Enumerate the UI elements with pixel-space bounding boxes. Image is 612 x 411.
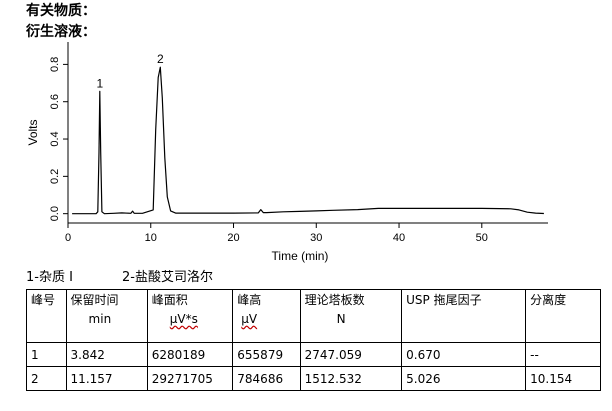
cell-retention-time: 11.157 [65, 366, 148, 391]
header-retention-time: 保留时间 min [65, 289, 148, 343]
cell-peak-no: 1 [26, 342, 67, 367]
header-peak-height: 峰高 μV [232, 289, 301, 343]
cell-resolution: -- [525, 342, 601, 367]
chromatogram-trace [72, 66, 544, 215]
cell-peak-height: 655879 [232, 342, 301, 367]
y-tick-label: 0.8 [49, 57, 61, 72]
results-table: 峰号 保留时间 min 峰面积 μV*s 峰高 μV 理论塔板数 N USP 拖尾因子 … [26, 289, 601, 391]
x-tick-label: 0 [65, 232, 71, 244]
y-tick-label: 0.4 [49, 131, 61, 146]
x-tick-label: 20 [227, 232, 239, 244]
x-tick-label: 40 [393, 232, 405, 244]
chromatogram-chart: 0 10 20 30 40 50 0.0 0.2 0.4 0.6 0.8 Time (min) Volt… [26, 42, 548, 263]
cell-peak-area: 6280189 [146, 342, 234, 367]
section-heading-related-substances: 有关物质： [26, 3, 96, 19]
x-tick-label: 10 [145, 232, 157, 244]
cell-theoretical-plates: 1512.532 [299, 366, 403, 391]
header-usp-tailing: USP 拖尾因子 [401, 289, 527, 343]
header-theoretical-plates: 理论塔板数 N [299, 289, 403, 343]
cell-peak-height: 784686 [232, 366, 301, 391]
peak-legend-1: 1-杂质 I [26, 270, 73, 285]
cell-retention-time: 3.842 [65, 342, 148, 367]
cell-usp-tailing: 5.026 [401, 366, 527, 391]
cell-peak-no: 2 [26, 366, 67, 391]
section-heading-derivative-solution: 衍生溶液： [26, 24, 96, 40]
peak-annotation: 1 [96, 76, 103, 90]
y-tick-label: 0.2 [49, 169, 61, 184]
cell-usp-tailing: 0.670 [401, 342, 527, 367]
peak-legend-2: 2-盐酸艾司洛尔 [122, 270, 213, 285]
table-row: 2 11.157 29271705 784686 1512.532 5.026 … [26, 366, 601, 391]
cell-resolution: 10.154 [525, 366, 601, 391]
table-row: 1 3.842 6280189 655879 2747.059 0.670 -- [26, 342, 601, 367]
peak-annotation: 2 [157, 52, 164, 66]
header-peak-area: 峰面积 μV*s [146, 289, 234, 343]
header-peak-no: 峰号 [26, 289, 67, 343]
x-axis-label: Time (min) [272, 249, 329, 263]
y-tick-label: 0.0 [49, 206, 61, 221]
x-tick-label: 30 [310, 232, 322, 244]
header-resolution: 分离度 [525, 289, 601, 343]
y-tick-label: 0.6 [49, 94, 61, 109]
x-tick-label: 50 [476, 232, 488, 244]
cell-peak-area: 29271705 [146, 366, 234, 391]
table-header-row: 峰号 保留时间 min 峰面积 μV*s 峰高 μV 理论塔板数 N USP 拖尾因子 … [26, 289, 601, 343]
cell-theoretical-plates: 2747.059 [299, 342, 403, 367]
y-axis-label: Volts [26, 119, 40, 145]
